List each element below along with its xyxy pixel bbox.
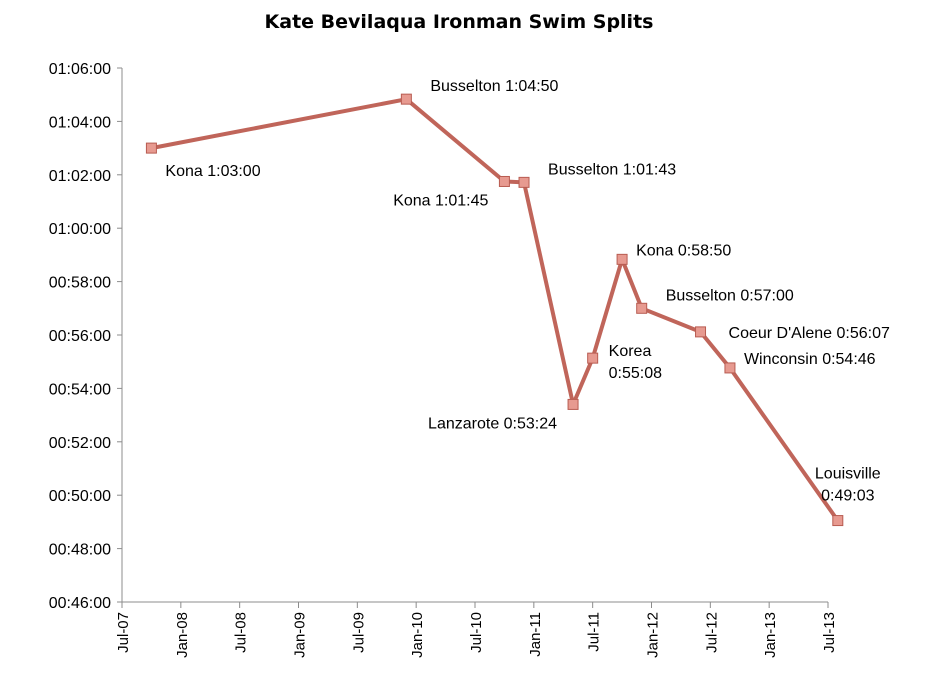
data-point-marker xyxy=(498,175,510,187)
axes xyxy=(121,68,828,603)
data-label: Kona 0:58:50 xyxy=(636,242,731,259)
data-point-marker xyxy=(695,326,707,338)
data-point-marker xyxy=(587,352,599,364)
data-point-marker xyxy=(724,362,736,374)
y-tick-label: 01:02:00 xyxy=(49,168,111,185)
data-point-marker xyxy=(636,302,648,314)
point-labels: Kona 1:03:00 Busselton 1:04:50 Kona 1:01:4… xyxy=(165,78,890,504)
data-point-marker xyxy=(518,176,530,188)
data-label: Lanzarote 0:53:24 xyxy=(428,415,557,432)
data-point-marker xyxy=(567,398,579,410)
x-axis-ticks: Jul-07 Jan-08 Jul-08 Jan-09 Jul-09 Jan-10 Jul-… xyxy=(115,602,838,658)
y-tick-label: 00:46:00 xyxy=(49,595,111,612)
x-tick-label: Jan-13 xyxy=(762,612,779,658)
data-label: Busselton 1:01:43 xyxy=(548,161,676,178)
data-label: Coeur D'Alene 0:56:07 xyxy=(729,325,890,342)
y-tick-label: 00:50:00 xyxy=(49,488,111,505)
x-tick-label: Jan-10 xyxy=(409,612,426,658)
chart-title: Kate Bevilaqua Ironman Swim Splits xyxy=(265,11,654,33)
data-label: Busselton 1:04:50 xyxy=(430,78,558,95)
data-label: Winconsin 0:54:46 xyxy=(744,351,876,368)
y-tick-label: 01:06:00 xyxy=(49,61,111,78)
x-tick-label: Jul-07 xyxy=(115,612,132,653)
data-label: Kona 1:03:00 xyxy=(165,163,260,180)
y-axis-ticks: 00:46:00 00:48:00 00:50:00 00:52:00 00:54:00… xyxy=(49,61,122,612)
x-tick-label: Jan-11 xyxy=(527,612,544,657)
x-tick-label: Jan-09 xyxy=(292,612,309,658)
data-label: Busselton 0:57:00 xyxy=(666,287,794,304)
y-tick-label: 00:54:00 xyxy=(49,381,111,398)
x-tick-label: Jul-10 xyxy=(468,612,485,653)
data-point-marker xyxy=(145,142,157,154)
x-tick-label: Jan-08 xyxy=(174,612,191,658)
y-tick-label: 00:56:00 xyxy=(49,328,111,345)
y-tick-label: 00:58:00 xyxy=(49,275,111,292)
y-tick-label: 00:48:00 xyxy=(49,542,111,559)
data-label: Korea 0:55:08 xyxy=(609,343,662,382)
y-tick-label: 01:00:00 xyxy=(49,221,111,238)
x-tick-label: Jul-11 xyxy=(586,612,603,652)
x-tick-label: Jul-13 xyxy=(821,612,838,653)
data-point-marker xyxy=(400,93,412,105)
y-tick-label: 00:52:00 xyxy=(49,435,111,452)
x-tick-label: Jan-12 xyxy=(645,612,662,658)
series-markers xyxy=(145,93,844,527)
data-label: Louisville 0:49:03 xyxy=(815,466,881,505)
data-point-marker xyxy=(616,253,628,265)
y-tick-label: 01:04:00 xyxy=(49,114,111,131)
x-tick-label: Jul-09 xyxy=(350,612,367,653)
data-label: Kona 1:01:45 xyxy=(393,192,488,209)
data-point-marker xyxy=(832,515,844,527)
x-tick-label: Jul-12 xyxy=(703,612,720,653)
x-tick-label: Jul-08 xyxy=(233,612,250,653)
